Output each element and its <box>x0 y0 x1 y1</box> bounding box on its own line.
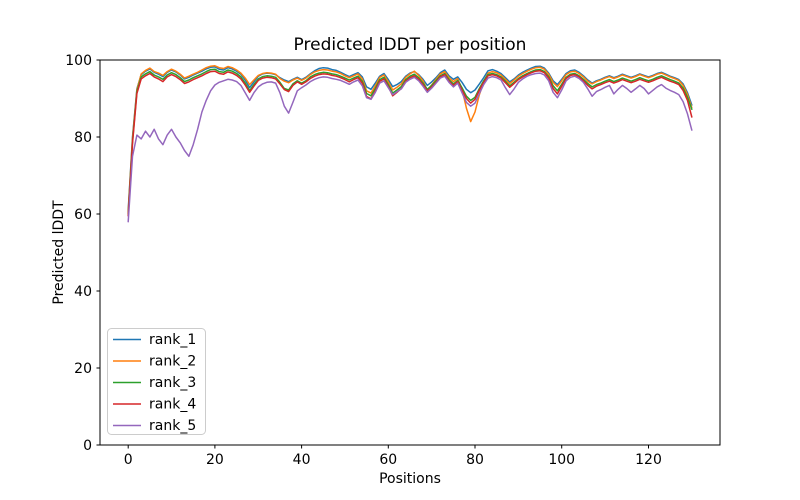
y-tick-label: 80 <box>74 130 92 146</box>
x-tick-label: 40 <box>293 452 311 468</box>
x-tick-label: 20 <box>206 452 224 468</box>
series-line-rank_5 <box>127 72 693 223</box>
plot-lines <box>127 65 693 223</box>
y-tick-label: 40 <box>74 284 92 300</box>
y-tick-label: 20 <box>74 361 92 377</box>
x-tick-label: 60 <box>379 452 397 468</box>
x-tick-label: 100 <box>548 452 575 468</box>
legend-label-rank_4: rank_4 <box>149 397 196 413</box>
legend: rank_1 rank_2 rank_3 rank_4 rank_5 <box>107 328 206 435</box>
legend-label-rank_5: rank_5 <box>149 418 196 434</box>
legend-frame <box>107 328 206 435</box>
y-axis-ticks: 0 20 40 60 80 100 <box>65 53 100 454</box>
y-axis-label: Predicted lDDT <box>51 200 67 305</box>
x-tick-label: 120 <box>635 452 662 468</box>
x-tick-label: 80 <box>466 452 484 468</box>
series-line-rank_4 <box>127 70 693 217</box>
legend-label-rank_2: rank_2 <box>149 354 196 370</box>
x-axis-ticks: 0 20 40 60 80 100 120 <box>124 445 662 468</box>
series-line-rank_3 <box>127 68 693 215</box>
series-line-rank_2 <box>127 65 693 213</box>
chart-title: Predicted lDDT per position <box>294 35 527 55</box>
legend-label-rank_1: rank_1 <box>149 332 196 348</box>
y-tick-label: 0 <box>83 438 92 454</box>
y-tick-label: 60 <box>74 207 92 223</box>
legend-label-rank_3: rank_3 <box>149 375 196 391</box>
axes-frame <box>99 59 721 446</box>
x-axis-label: Positions <box>379 471 441 487</box>
x-tick-label: 0 <box>124 452 133 468</box>
y-tick-label: 100 <box>65 53 92 69</box>
